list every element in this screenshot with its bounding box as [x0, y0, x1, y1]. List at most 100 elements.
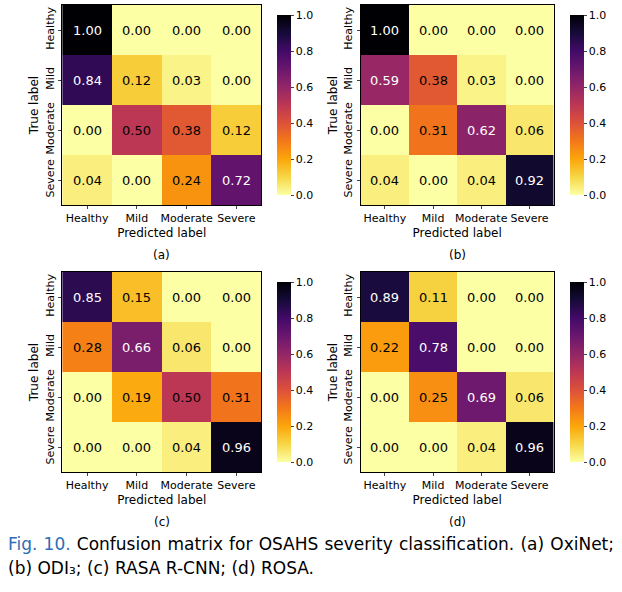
svg-text:Moderate: Moderate	[455, 212, 508, 225]
svg-text:Severe: Severe	[217, 212, 255, 225]
svg-text:0.25: 0.25	[419, 390, 448, 405]
svg-text:0.00: 0.00	[515, 23, 544, 38]
svg-text:0.50: 0.50	[122, 123, 151, 138]
svg-text:0.84: 0.84	[73, 73, 102, 88]
svg-text:1.00: 1.00	[370, 23, 399, 38]
svg-text:0.28: 0.28	[73, 340, 102, 355]
svg-text:0.19: 0.19	[122, 390, 151, 405]
svg-text:Healthy: Healthy	[66, 479, 109, 492]
svg-text:True label: True label	[27, 76, 41, 135]
svg-text:Predicted label: Predicted label	[117, 226, 206, 240]
svg-text:0.00: 0.00	[222, 73, 251, 88]
svg-text:1.0: 1.0	[296, 276, 314, 289]
svg-text:0.00: 0.00	[222, 340, 251, 355]
svg-text:Mild: Mild	[342, 334, 355, 357]
svg-text:Healthy: Healthy	[44, 7, 57, 50]
svg-text:0.00: 0.00	[370, 390, 399, 405]
svg-text:0.50: 0.50	[172, 390, 201, 405]
svg-text:0.00: 0.00	[122, 173, 151, 188]
svg-text:0.00: 0.00	[122, 23, 151, 38]
svg-text:(d): (d)	[449, 515, 466, 529]
svg-text:0.06: 0.06	[515, 390, 544, 405]
svg-text:Moderate: Moderate	[160, 479, 213, 492]
svg-text:0.04: 0.04	[467, 440, 496, 455]
svg-text:0.04: 0.04	[73, 173, 102, 188]
svg-text:0.85: 0.85	[73, 290, 102, 305]
svg-text:0.2: 0.2	[296, 420, 314, 433]
svg-text:0.0: 0.0	[296, 456, 314, 469]
svg-text:Predicted label: Predicted label	[117, 493, 206, 507]
svg-text:0.04: 0.04	[370, 173, 399, 188]
svg-text:Severe: Severe	[44, 426, 57, 464]
svg-text:0.6: 0.6	[589, 348, 607, 361]
svg-text:0.2: 0.2	[589, 420, 607, 433]
svg-text:Mild: Mild	[422, 212, 445, 225]
svg-text:Healthy: Healthy	[66, 212, 109, 225]
svg-text:Moderate: Moderate	[44, 369, 57, 422]
svg-text:Mild: Mild	[422, 479, 445, 492]
svg-text:0.8: 0.8	[589, 312, 607, 325]
svg-text:0.00: 0.00	[222, 290, 251, 305]
svg-text:Mild: Mild	[126, 212, 149, 225]
svg-text:0.38: 0.38	[172, 123, 201, 138]
svg-text:Mild: Mild	[342, 67, 355, 90]
svg-text:0.00: 0.00	[467, 23, 496, 38]
svg-text:Severe: Severe	[44, 159, 57, 197]
svg-text:True label: True label	[326, 343, 340, 402]
svg-text:Severe: Severe	[510, 479, 548, 492]
svg-text:0.00: 0.00	[419, 173, 448, 188]
svg-text:1.00: 1.00	[73, 23, 102, 38]
svg-text:0.06: 0.06	[515, 123, 544, 138]
svg-text:True label: True label	[27, 343, 41, 402]
svg-text:0.4: 0.4	[589, 384, 607, 397]
svg-text:0.66: 0.66	[122, 340, 151, 355]
svg-text:0.03: 0.03	[467, 73, 496, 88]
svg-text:0.89: 0.89	[370, 290, 399, 305]
svg-text:(c): (c)	[154, 515, 170, 529]
svg-text:0.00: 0.00	[73, 390, 102, 405]
svg-text:Healthy: Healthy	[342, 7, 355, 50]
svg-text:0.11: 0.11	[419, 290, 448, 305]
svg-text:Mild: Mild	[126, 479, 149, 492]
svg-text:0.22: 0.22	[370, 340, 399, 355]
svg-text:0.59: 0.59	[370, 73, 399, 88]
svg-text:0.0: 0.0	[296, 189, 314, 202]
svg-text:0.62: 0.62	[467, 123, 496, 138]
svg-text:0.6: 0.6	[296, 81, 314, 94]
svg-text:0.96: 0.96	[222, 440, 251, 455]
svg-text:0.00: 0.00	[122, 440, 151, 455]
svg-text:Healthy: Healthy	[364, 212, 407, 225]
svg-text:0.00: 0.00	[172, 290, 201, 305]
svg-text:0.92: 0.92	[515, 173, 544, 188]
svg-text:Healthy: Healthy	[364, 479, 407, 492]
svg-text:Mild: Mild	[44, 334, 57, 357]
svg-text:0.00: 0.00	[222, 23, 251, 38]
svg-text:0.04: 0.04	[172, 440, 201, 455]
svg-text:0.12: 0.12	[222, 123, 251, 138]
svg-text:(a): (a)	[153, 248, 170, 262]
svg-text:0.15: 0.15	[122, 290, 151, 305]
svg-text:Healthy: Healthy	[44, 274, 57, 317]
svg-text:0.2: 0.2	[296, 153, 314, 166]
svg-text:0.12: 0.12	[122, 73, 151, 88]
svg-text:Moderate: Moderate	[342, 102, 355, 155]
svg-text:Severe: Severe	[342, 426, 355, 464]
svg-text:Predicted label: Predicted label	[413, 226, 502, 240]
svg-text:0.6: 0.6	[589, 81, 607, 94]
svg-text:0.04: 0.04	[467, 173, 496, 188]
svg-text:0.31: 0.31	[222, 390, 251, 405]
svg-text:0.8: 0.8	[296, 312, 314, 325]
svg-text:0.00: 0.00	[467, 340, 496, 355]
svg-text:0.00: 0.00	[419, 440, 448, 455]
svg-text:0.00: 0.00	[419, 23, 448, 38]
svg-text:0.00: 0.00	[515, 73, 544, 88]
svg-text:0.8: 0.8	[296, 45, 314, 58]
svg-text:0.96: 0.96	[515, 440, 544, 455]
svg-text:1.0: 1.0	[296, 9, 314, 22]
svg-text:Severe: Severe	[342, 159, 355, 197]
svg-text:0.72: 0.72	[222, 173, 251, 188]
svg-text:0.24: 0.24	[172, 173, 201, 188]
svg-text:0.03: 0.03	[172, 73, 201, 88]
svg-text:Healthy: Healthy	[342, 274, 355, 317]
svg-text:Severe: Severe	[510, 212, 548, 225]
